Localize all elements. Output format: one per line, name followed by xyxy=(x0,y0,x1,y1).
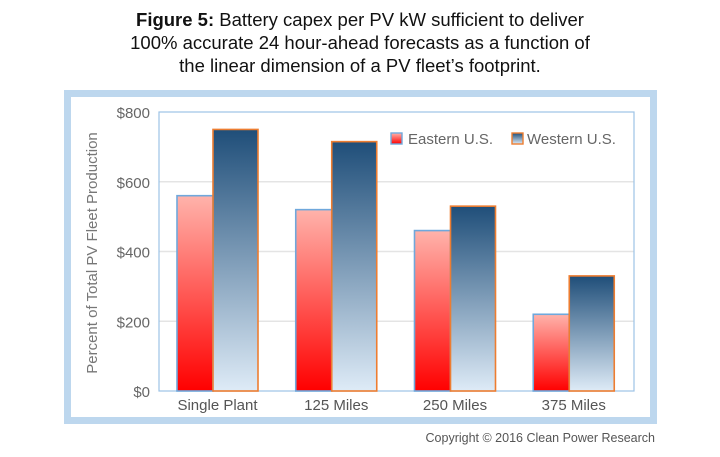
legend-swatch-western xyxy=(511,132,524,145)
bar-eastern xyxy=(294,208,333,392)
x-tick-label: 250 Miles xyxy=(423,397,487,414)
legend-swatch-eastern xyxy=(390,132,403,145)
bar-eastern xyxy=(532,313,571,392)
y-axis-ticks: $0 $200 $400 $600 $800 xyxy=(117,105,150,401)
x-tick-label: 375 Miles xyxy=(542,397,606,414)
y-tick-label: $400 xyxy=(117,245,150,262)
x-axis-labels: Single Plant 125 Miles 250 Miles 375 Miles xyxy=(177,397,605,414)
x-tick-label: Single Plant xyxy=(177,397,258,414)
bar-western xyxy=(212,128,259,392)
bar-western xyxy=(330,140,378,392)
bar-western xyxy=(449,205,497,392)
bar-eastern xyxy=(413,229,452,392)
copyright: Copyright © 2016 Clean Power Research xyxy=(425,431,655,445)
y-tick-label: $600 xyxy=(117,175,150,192)
figure-title: Figure 5: Battery capex per PV kW suffic… xyxy=(0,8,720,77)
legend-label-eastern: Eastern U.S. xyxy=(408,131,493,148)
plot-area xyxy=(158,111,635,392)
y-tick-label: $800 xyxy=(117,105,150,122)
y-tick-label: $0 xyxy=(133,384,150,401)
title-line-1: Battery capex per PV kW sufficient to de… xyxy=(214,9,584,30)
x-tick-label: 125 Miles xyxy=(304,397,368,414)
figure-number: Figure 5: xyxy=(136,9,215,30)
bars xyxy=(176,128,616,392)
title-line-3: the linear dimension of a PV fleet’s foo… xyxy=(179,55,541,76)
y-axis-label: Percent of Total PV Fleet Production xyxy=(84,132,101,374)
y-tick-label: $200 xyxy=(117,314,150,331)
title-line-2: 100% accurate 24 hour-ahead forecasts as… xyxy=(130,32,590,53)
legend-label-western: Western U.S. xyxy=(527,131,616,148)
bar-western xyxy=(568,275,616,392)
legend: Eastern U.S. Western U.S. xyxy=(390,131,616,148)
bar-eastern xyxy=(176,194,214,392)
